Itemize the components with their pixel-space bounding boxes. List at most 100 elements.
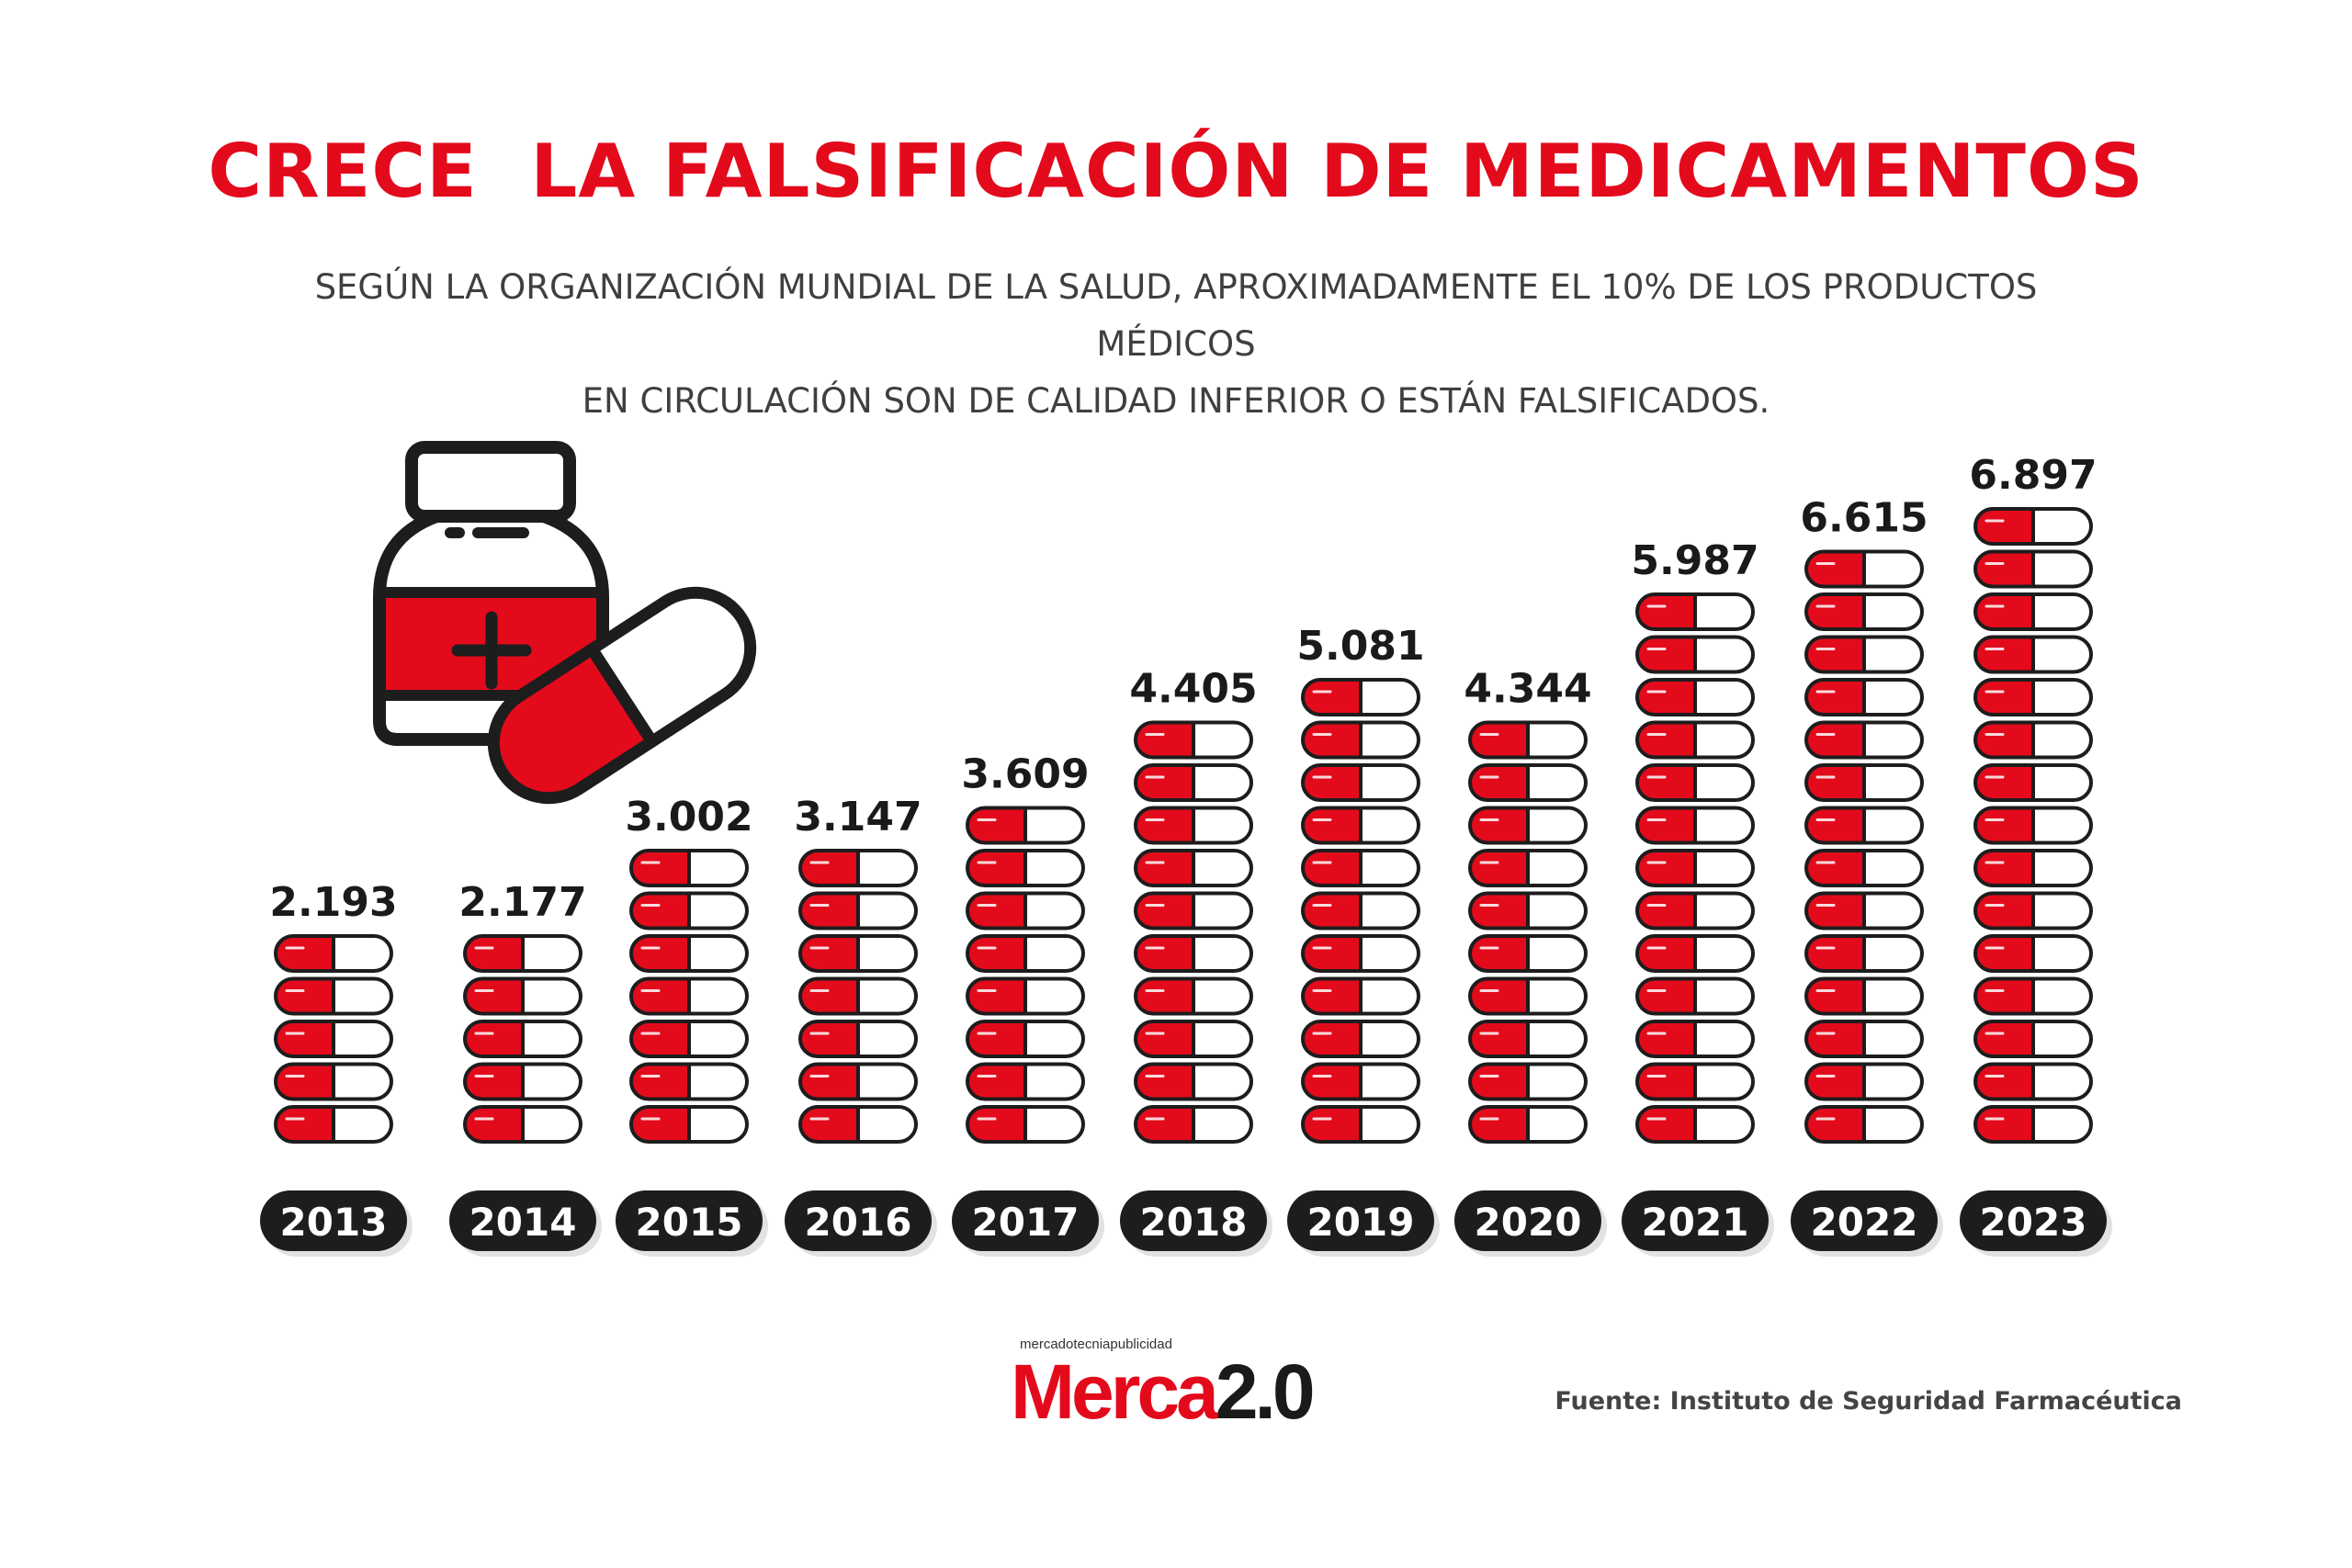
logo-tagline: mercadotecniapublicidad [1020,1337,1172,1352]
pill [1468,934,1588,973]
bar-2015: 3.002 2015 [616,794,768,1257]
pill [1804,849,1924,887]
pill [1804,1105,1924,1144]
pill [1804,806,1924,845]
chart-subtitle: SEGÚN LA ORGANIZACIÓN MUNDIAL DE LA SALU… [257,259,2095,430]
pill [1134,849,1253,887]
bar-2017: 3.609 2017 [952,751,1104,1257]
year-label-2015: 2015 [636,1200,743,1245]
value-label-2017: 3.609 [961,751,1089,798]
pill [1468,849,1588,887]
year-label-2014: 2014 [469,1200,577,1245]
value-label-2016: 3.147 [794,794,922,840]
year-pill-2019: 2019 [1287,1190,1440,1257]
pill [1301,976,1420,1016]
pill [1468,1020,1588,1058]
subtitle-line-2: EN CIRCULACIÓN SON DE CALIDAD INFERIOR O… [582,381,1770,421]
pill [1635,806,1755,845]
pill [1468,976,1588,1016]
chart-title: CRECE LA FALSIFICACIÓN DE MEDICAMENTOS [208,129,2144,214]
pill [1635,891,1755,931]
pill [966,1020,1085,1058]
bar-2014: 2.177 2014 [449,879,602,1257]
bar-2013: 2.193 2013 [260,879,413,1257]
pill [1635,1062,1755,1101]
pill [274,934,393,973]
value-label-2022: 6.615 [1800,495,1928,542]
pill [1973,976,2093,1016]
value-label-2014: 2.177 [458,879,586,926]
bar-2018: 4.405 2018 [1120,666,1272,1257]
pill [1301,934,1420,973]
pill [1804,976,1924,1016]
bar-2016: 3.147 2016 [785,794,937,1257]
pill [1973,1020,2093,1058]
year-label-2013: 2013 [280,1200,388,1245]
value-label-2023: 6.897 [1969,452,2097,499]
pill [1973,934,2093,973]
pill [1973,849,2093,887]
pill [1468,891,1588,931]
year-label-2022: 2022 [1811,1200,1918,1245]
pill [1134,763,1253,802]
pill [1301,1105,1420,1144]
pill [1635,592,1755,631]
pill [1468,763,1588,802]
pill [1301,720,1420,760]
pill [1973,1062,2093,1101]
pill [1134,1020,1253,1058]
value-label-2021: 5.987 [1631,537,1758,584]
pill [1973,549,2093,589]
year-label-2020: 2020 [1475,1200,1582,1245]
pill [463,1020,582,1058]
value-label-2020: 4.344 [1464,666,1591,713]
pill [629,934,749,973]
bar-2019: 5.081 2019 [1287,623,1440,1257]
pill [1635,849,1755,887]
bar-2020: 4.344 2020 [1454,666,1607,1257]
bar-2022: 6.615 2022 [1791,495,1943,1257]
pill [1804,763,1924,802]
pill [1973,806,2093,845]
year-pill-2021: 2021 [1622,1190,1774,1257]
year-label-2023: 2023 [1980,1200,2087,1245]
year-pill-2018: 2018 [1120,1190,1272,1257]
value-label-2018: 4.405 [1129,666,1257,713]
pill [1973,891,2093,931]
value-label-2015: 3.002 [625,794,752,840]
pill [1973,720,2093,760]
pill [463,1062,582,1101]
pill [798,934,918,973]
bar-2021: 5.987 2021 [1622,537,1774,1257]
year-label-2018: 2018 [1140,1200,1248,1245]
pill [274,1062,393,1101]
year-pill-2013: 2013 [260,1190,413,1257]
pill [1804,592,1924,631]
year-pill-2023: 2023 [1960,1190,2112,1257]
year-label-2017: 2017 [972,1200,1080,1245]
pill [1134,720,1253,760]
pill [1468,720,1588,760]
year-label-2016: 2016 [805,1200,912,1245]
pill [274,976,393,1016]
pill [1804,720,1924,760]
pill [1635,678,1755,716]
pill [629,1062,749,1101]
pill [966,976,1085,1016]
pill [1134,891,1253,931]
bars-layer: 2.193 2013 2.177 2014 3.002 2015 3.147 2016 3.60… [260,452,2112,1257]
value-label-2013: 2.193 [269,879,397,926]
merca20-logo: mercadotecniapublicidad Merca2.0 [1011,1337,1360,1438]
pill [463,1105,582,1144]
pill [1301,849,1420,887]
pill [966,849,1085,887]
source-note: Fuente: Instituto de Seguridad Farmacéut… [1555,1387,2182,1416]
year-label-2021: 2021 [1642,1200,1749,1245]
capsule-icon [487,586,757,805]
bar-2023: 6.897 2023 [1960,452,2112,1257]
logo-wordmark: Merca2.0 [1011,1348,1316,1436]
pill [1973,592,2093,631]
pill [1635,1020,1755,1058]
pill [1301,1062,1420,1101]
